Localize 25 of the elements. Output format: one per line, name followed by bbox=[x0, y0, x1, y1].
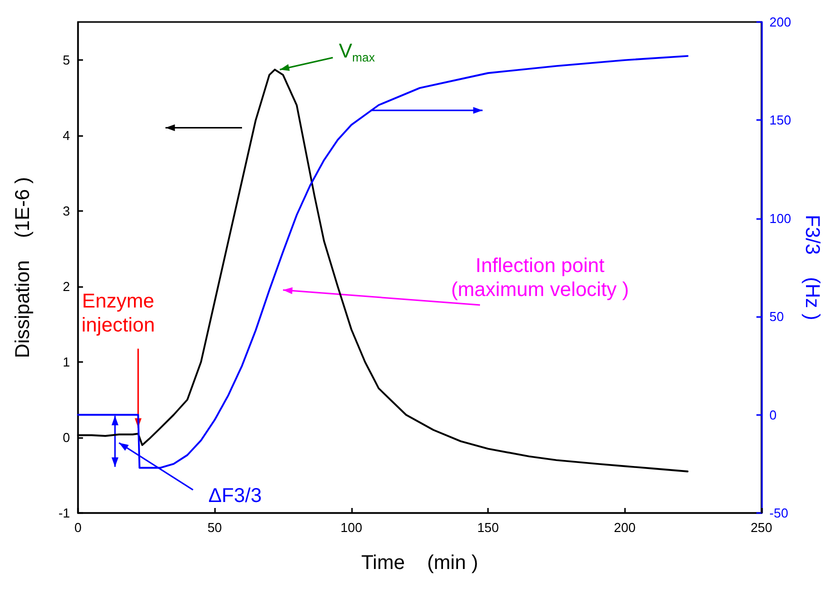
y2-tick-label: 150 bbox=[769, 112, 792, 128]
y2-tick-label: 200 bbox=[769, 14, 792, 30]
x-tick-label: 100 bbox=[340, 520, 362, 535]
y2-tick-label: 0 bbox=[769, 407, 777, 422]
y-axis-title: Dissipation (1E-6 ) bbox=[12, 176, 34, 358]
x-tick-label: 250 bbox=[750, 520, 772, 535]
annotation: Inflection point (maximum velocity ) bbox=[451, 255, 629, 301]
y-tick-label: 0 bbox=[62, 430, 70, 445]
x-tick-label: 0 bbox=[74, 520, 82, 535]
y-tick-label: 2 bbox=[62, 278, 70, 294]
annotation: ΔF3/3 bbox=[208, 484, 262, 507]
y-tick-label: 1 bbox=[62, 354, 70, 370]
y-tick-label: 5 bbox=[62, 52, 70, 68]
y2-tick-label: -50 bbox=[769, 506, 788, 520]
x-tick-label: 200 bbox=[614, 520, 636, 535]
annotation: Enzyme injection bbox=[81, 290, 155, 337]
y-tick-label: 3 bbox=[62, 203, 70, 218]
y-tick-label: 4 bbox=[62, 128, 70, 143]
x-axis-title: Time (min ) bbox=[361, 552, 478, 574]
x-tick-label: 50 bbox=[207, 520, 222, 535]
y2-tick-label: 50 bbox=[769, 309, 784, 324]
x-tick-label: 150 bbox=[477, 520, 499, 535]
y2-axis-title: F3/3 (Hz ) bbox=[801, 214, 823, 320]
y-tick-label: -1 bbox=[58, 506, 70, 520]
y2-tick-label: 100 bbox=[769, 210, 792, 226]
